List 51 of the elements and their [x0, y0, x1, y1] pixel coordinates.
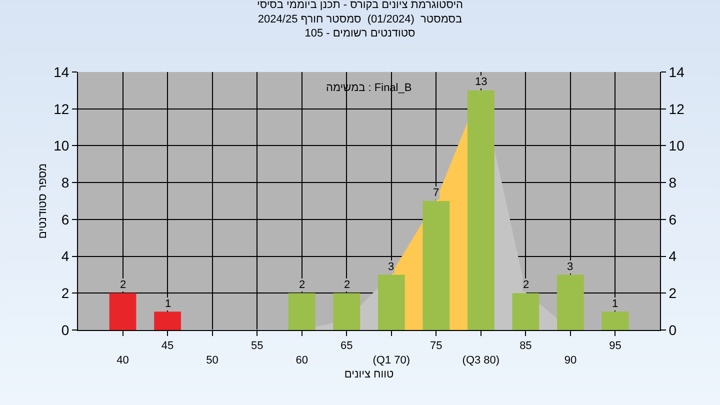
y2-tick-label: 2 — [668, 285, 677, 302]
y-tick-label: 4 — [61, 248, 70, 264]
chart-title: היסטוגרמת ציונים בקורס - תכנן ביוממי בסיסי — [256, 0, 464, 12]
x-tick-label: (Q1 70) — [372, 354, 410, 366]
x-tick-label: (Q3 80) — [462, 354, 500, 366]
x-tick-label: 60 — [296, 354, 308, 366]
y-tick-label: 12 — [54, 100, 70, 117]
x-tick-label: 50 — [206, 354, 218, 366]
y2-tick-label: 6 — [668, 211, 677, 228]
x-axis-title: טווח ציונים — [344, 368, 394, 380]
x-tick-label: 55 — [250, 340, 264, 352]
x-tick-label: 65 — [340, 340, 353, 352]
bar — [422, 201, 450, 330]
data-label: 13 — [475, 76, 488, 88]
bar — [378, 274, 405, 330]
y2-tick-label: 8 — [668, 174, 677, 190]
x-tick-label: 95 — [609, 340, 622, 352]
y-tick-label: 0 — [61, 322, 70, 338]
chart-subtitle: בסמסטר (01/2024) סמסטר חורף 2024/25 סטודנטים רשומים - 105 — [258, 13, 462, 40]
x-tick-label: 45 — [161, 340, 174, 352]
y-tick-label: 14 — [54, 64, 70, 80]
data-label: 7 — [433, 187, 440, 199]
bar — [333, 293, 360, 330]
y2-tick-label: 0 — [668, 322, 677, 338]
y-tick-label: 8 — [61, 174, 70, 190]
x-tick-label: 85 — [520, 340, 532, 352]
x-tick-label: 75 — [430, 340, 442, 352]
bar — [109, 293, 136, 330]
y-tick-label: 6 — [61, 211, 70, 228]
bar — [512, 293, 540, 330]
bar — [602, 312, 629, 330]
y2-tick-label: 4 — [668, 248, 677, 264]
bar — [288, 293, 316, 330]
data-label: 3 — [388, 261, 394, 273]
bar — [154, 312, 181, 330]
data-label: 1 — [612, 298, 618, 310]
x-tick-label: 40 — [116, 354, 129, 366]
data-label: 2 — [120, 279, 126, 291]
data-label: 2 — [299, 279, 306, 291]
data-label: 1 — [165, 298, 172, 310]
bar — [557, 274, 584, 330]
y2-tick-label: 10 — [668, 138, 685, 154]
data-label: 2 — [523, 279, 530, 291]
y-tick-label: 2 — [61, 285, 70, 302]
x-tick-label: 90 — [564, 354, 577, 366]
y2-tick-label: 14 — [668, 64, 685, 80]
y-tick-label: 10 — [54, 138, 70, 154]
data-label: 3 — [567, 261, 574, 273]
y-axis-title: מספר סטודנטים — [37, 163, 49, 239]
data-label: 2 — [344, 279, 350, 291]
y2-tick-label: 12 — [668, 100, 685, 117]
